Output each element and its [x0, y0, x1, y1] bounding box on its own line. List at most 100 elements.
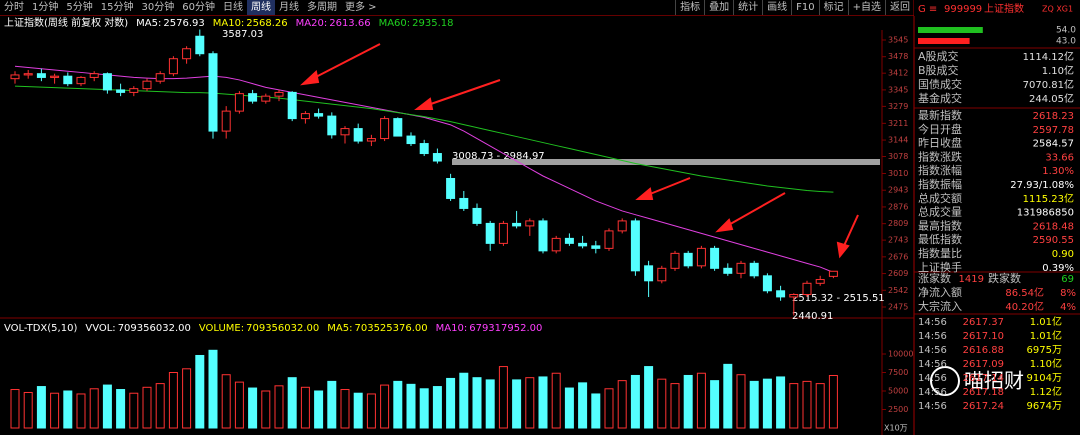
y-tick-label: 5000 [888, 387, 908, 396]
candle-body [10, 74, 20, 80]
period-tab[interactable]: 30分钟 [141, 2, 175, 13]
tick-price: 2617.37 [963, 317, 1004, 328]
watermark: 喵招财 [964, 369, 1024, 393]
tool-button[interactable]: 标记 [818, 0, 848, 15]
candle-body [578, 242, 588, 247]
tool-button[interactable]: +自选 [847, 0, 885, 15]
candle-body [710, 247, 720, 269]
arrow [842, 214, 859, 249]
candle-body [657, 267, 667, 282]
period-tab[interactable]: 60分钟 [182, 2, 215, 13]
candle-body [76, 76, 86, 85]
candle-body [459, 197, 469, 209]
candle-body [353, 128, 363, 142]
indicator-label: VVOL: [85, 323, 115, 334]
period-tab[interactable]: 多周期 [306, 2, 337, 13]
annotation: 2440.91 [792, 311, 833, 322]
period-tab[interactable]: 分时 [4, 2, 24, 13]
quote-code: 999999 [944, 4, 982, 15]
breadth-label: 跌家数 [988, 271, 1021, 285]
y-tick-label: 2943 [888, 186, 908, 195]
tick-amount: 1.01亿 [1030, 315, 1062, 328]
candle-body [23, 73, 33, 76]
volume-bar [591, 393, 601, 429]
candle-body [564, 237, 574, 244]
period-tab[interactable]: 5分钟 [66, 2, 93, 13]
support-band [452, 159, 880, 165]
tool-button[interactable]: 返回 [885, 0, 914, 15]
volume-bar [168, 372, 178, 429]
volume-bar [459, 372, 469, 429]
candle-body [498, 222, 508, 244]
tool-button[interactable]: 统计 [733, 0, 762, 15]
volume-bar [828, 375, 838, 429]
arrow-head [635, 187, 654, 200]
volume-bar [36, 386, 46, 429]
quote-label: 最高指数 [918, 218, 962, 232]
quote-label: 基金成交 [918, 91, 962, 105]
y-tick-label: 2743 [888, 236, 908, 245]
arrows [299, 43, 859, 259]
quote-label: 昨日收盘 [918, 136, 962, 150]
tick-time: 14:56 [918, 401, 947, 412]
period-tab[interactable]: 更多 > [344, 2, 377, 13]
candle-body [89, 73, 99, 78]
tool-button[interactable]: 画线 [762, 0, 791, 15]
indicator-value: 709356032.00 [118, 323, 191, 334]
tick-price: 2617.09 [963, 359, 1004, 370]
chart-bg [0, 16, 914, 435]
quote-value: 2618.48 [1033, 221, 1074, 232]
volume-bar [710, 380, 720, 429]
quote-label: A股成交 [918, 49, 959, 63]
quote-header [914, 0, 1080, 16]
breadth-value: 69 [1061, 274, 1074, 285]
volume-bar [696, 372, 706, 429]
tick-time: 14:56 [918, 345, 947, 356]
quote-value: 244.05亿 [1029, 92, 1074, 105]
volume-bar [274, 385, 284, 429]
y-tick-label: 2609 [888, 269, 908, 278]
volume-bar [195, 354, 205, 429]
candle-body [274, 91, 284, 97]
period-tab[interactable]: 日线 [222, 2, 243, 13]
candle-body [723, 267, 733, 274]
quote-label: 指数振幅 [918, 177, 962, 191]
tool-button[interactable]: 叠加 [704, 0, 733, 15]
quote-label: 指数涨跌 [918, 149, 962, 163]
quote-value: 1.30% [1042, 166, 1074, 177]
quote-tag: ZQ XG1 [1042, 5, 1073, 14]
volume-bar [551, 372, 561, 429]
volume-bar [485, 379, 495, 429]
candle-body [472, 207, 482, 224]
tool-button[interactable]: F10 [791, 0, 818, 15]
volume-bar [366, 393, 376, 429]
tick-amount: 6975万 [1027, 345, 1062, 356]
volume-bar [380, 384, 390, 429]
period-tab[interactable]: 1分钟 [32, 2, 59, 13]
candle-body [815, 279, 825, 284]
tick-amount: 1.12亿 [1030, 385, 1062, 398]
indicator-label: MA10: [436, 323, 468, 334]
volume-bar [155, 383, 165, 429]
quote-value: 1115.23亿 [1023, 192, 1074, 205]
tick-amount: 1.10亿 [1030, 357, 1062, 370]
tick-price: 2617.18 [963, 387, 1004, 398]
candle-body [300, 113, 310, 120]
indicator-value: 2613.66 [329, 18, 370, 29]
period-tab[interactable]: 15分钟 [100, 2, 134, 13]
y-tick-label: 7500 [888, 368, 908, 377]
period-tab[interactable]: 月线 [278, 2, 299, 13]
quote-value: 33.66 [1045, 152, 1074, 163]
candle-body [762, 275, 772, 292]
period-tab[interactable]: 周线 [246, 0, 275, 15]
volume-bar [10, 389, 20, 429]
volume-bar [604, 388, 614, 429]
arrow-head [715, 218, 734, 233]
volume-bar [802, 380, 812, 429]
y-tick-label: 2475 [888, 303, 908, 312]
indicator-label: MA5: [136, 18, 161, 29]
candle-body [195, 35, 205, 55]
indicator-value: 2935.18 [412, 18, 453, 29]
indicator-value: 2568.26 [246, 18, 287, 29]
tool-button[interactable]: 指标 [675, 0, 704, 15]
